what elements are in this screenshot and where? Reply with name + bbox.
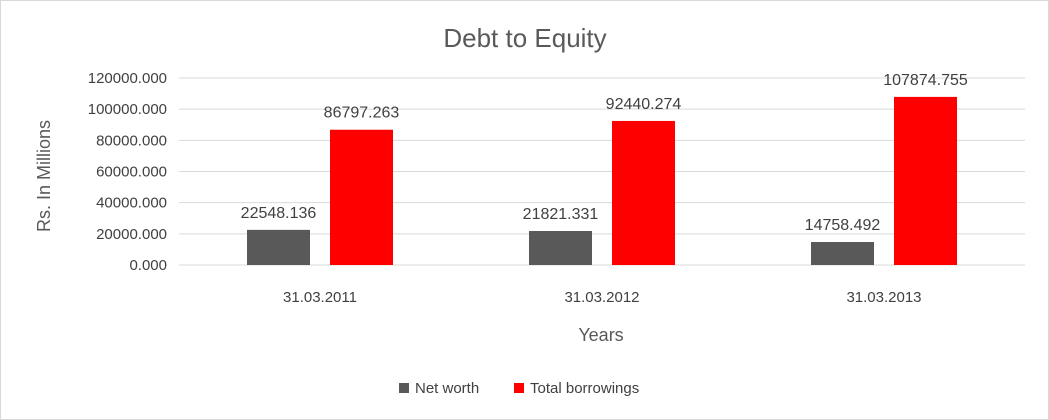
legend: Net worth Total borrowings — [399, 380, 639, 397]
y-tick-label: 20000.000 — [96, 226, 167, 243]
data-label: 92440.274 — [606, 96, 682, 113]
y-tick-label: 80000.000 — [96, 132, 167, 149]
x-tick-label: 31.03.2011 — [283, 289, 357, 306]
gridlines — [179, 77, 1025, 266]
legend-label: Net worth — [415, 380, 479, 397]
bars — [247, 96, 957, 266]
legend-swatch — [514, 383, 524, 393]
data-label: 14758.492 — [805, 217, 881, 234]
data-labels: 22548.136 86797.263 21821.331 92440.274 1475… — [241, 72, 968, 234]
bar-net-worth — [247, 229, 310, 265]
bar-total-borrowings — [612, 120, 675, 266]
x-tick-label: 31.03.2013 — [846, 289, 921, 306]
x-tick-label: 31.03.2012 — [564, 289, 639, 306]
data-label: 21821.331 — [523, 206, 599, 223]
legend-label: Total borrowings — [530, 380, 639, 397]
bar-total-borrowings — [894, 96, 957, 265]
y-tick-label: 100000.000 — [88, 101, 167, 118]
y-tick-label: 120000.000 — [88, 70, 167, 87]
y-tick-label: 0.000 — [129, 257, 167, 274]
bar-net-worth — [529, 230, 592, 265]
y-axis-ticks: 0.000 20000.000 40000.000 60000.000 80000.00… — [88, 70, 167, 274]
x-axis-title: Years — [578, 325, 623, 345]
bar-net-worth — [811, 242, 874, 265]
y-tick-label: 40000.000 — [96, 195, 167, 212]
chart-title: Debt to Equity — [443, 23, 606, 53]
data-label: 86797.263 — [324, 105, 400, 122]
x-axis-ticks: 31.03.2011 31.03.2012 31.03.2013 — [283, 289, 922, 306]
data-label: 22548.136 — [241, 205, 317, 222]
y-tick-label: 60000.000 — [96, 164, 167, 181]
bar-total-borrowings — [330, 129, 393, 265]
legend-swatch — [399, 383, 409, 393]
data-label: 107874.755 — [883, 72, 968, 89]
y-axis-title: Rs. In Millions — [34, 120, 54, 232]
